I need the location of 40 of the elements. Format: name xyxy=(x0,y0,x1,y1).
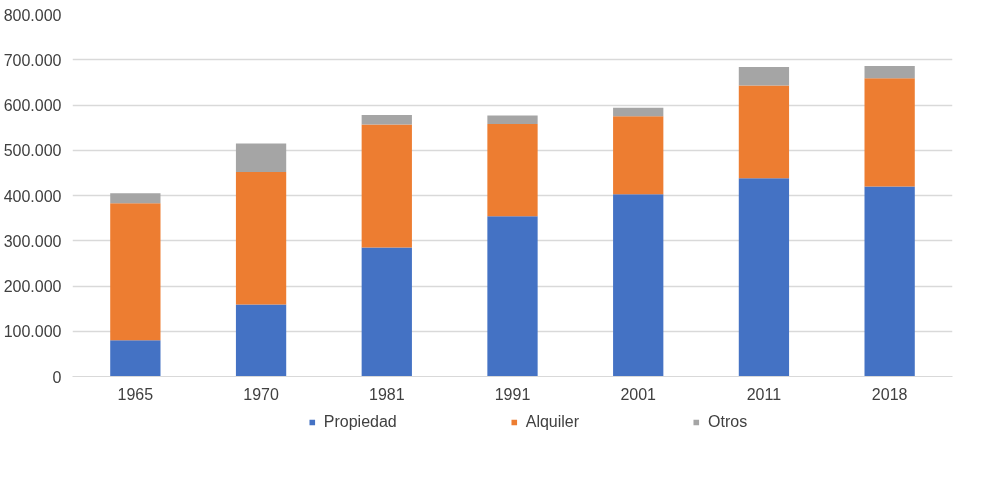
bar xyxy=(613,116,664,195)
bar xyxy=(235,304,287,377)
y-tick-label: 0 xyxy=(52,368,62,386)
legend-label: Propiedad xyxy=(323,413,397,431)
x-tick-label: 2018 xyxy=(871,385,908,403)
bar xyxy=(235,143,287,172)
x-tick-label: 1991 xyxy=(494,385,531,403)
bar xyxy=(613,194,664,377)
y-tick-label: 500.000 xyxy=(3,142,62,160)
x-tick-label: 2011 xyxy=(746,385,782,403)
bar xyxy=(864,66,915,79)
bar xyxy=(361,247,412,377)
bar xyxy=(487,124,538,217)
bar xyxy=(110,193,161,204)
y-tick-label: 200.000 xyxy=(3,278,62,295)
legend-label: Alquiler xyxy=(525,413,580,431)
x-tick-label: 1981 xyxy=(368,385,405,403)
y-tick-label: 800.000 xyxy=(3,6,62,24)
y-tick-label: 700.000 xyxy=(3,51,62,69)
bar xyxy=(864,78,915,187)
bar xyxy=(738,178,790,377)
bar xyxy=(361,124,412,248)
bar xyxy=(613,107,664,117)
bar xyxy=(361,114,412,125)
x-tick-label: 2001 xyxy=(620,385,657,403)
legend-label: Otros xyxy=(708,413,748,431)
bar xyxy=(738,85,790,179)
bar xyxy=(487,115,538,124)
bar xyxy=(110,203,161,341)
y-tick-label: 600.000 xyxy=(3,97,62,114)
bar xyxy=(738,66,790,86)
y-tick-label: 100.000 xyxy=(3,323,62,341)
y-tick-label: 300.000 xyxy=(3,232,62,250)
y-tick-label: 400.000 xyxy=(3,187,62,205)
x-tick-label: 1965 xyxy=(117,385,154,403)
x-tick-label: 1970 xyxy=(243,385,279,403)
bar xyxy=(110,340,161,377)
bar xyxy=(864,186,915,377)
bar xyxy=(235,171,287,305)
bar xyxy=(487,216,538,377)
